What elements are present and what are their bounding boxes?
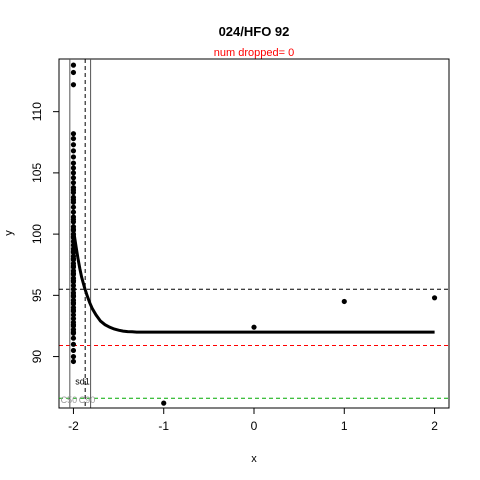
y-axis: 90 95 100 105 110 (30, 102, 60, 364)
y-axis-title: y (3, 230, 15, 236)
data-point (431, 295, 438, 301)
data-point (70, 226, 77, 232)
data-point (70, 180, 77, 186)
data-point (70, 270, 77, 276)
data-point (70, 307, 77, 313)
data-point (70, 263, 77, 269)
data-point (70, 282, 77, 289)
annotation-c50: C50 (61, 395, 78, 405)
data-point (70, 256, 77, 262)
chart-subtitle: num dropped= 0 (214, 47, 294, 59)
data-point (70, 165, 77, 171)
x-tick-label: 0 (251, 419, 258, 433)
data-point (70, 248, 77, 254)
x-tick-label: -1 (158, 419, 169, 433)
data-point (70, 160, 77, 166)
data-point (70, 154, 77, 160)
data-point (161, 400, 167, 406)
fitted-curve (72, 235, 435, 334)
data-point (70, 341, 77, 347)
annotation-sd1: sd1 (75, 377, 90, 387)
data-point (70, 197, 77, 203)
data-point (70, 292, 77, 298)
data-point (70, 300, 77, 306)
data-point (70, 62, 77, 68)
data-point (70, 82, 77, 88)
data-point (70, 148, 77, 154)
annotation-c90: C90 (79, 395, 96, 405)
data-point (341, 298, 347, 305)
data-point (70, 242, 77, 248)
data-point (251, 324, 257, 330)
data-point (70, 238, 77, 245)
y-tick-label: 100 (30, 224, 44, 244)
reference-lines (59, 59, 449, 408)
data-point (70, 187, 77, 193)
data-point (70, 347, 77, 354)
y-tick-label: 105 (30, 163, 44, 183)
x-tick-label: -2 (68, 419, 79, 433)
data-point (70, 135, 77, 142)
x-tick-label: 1 (341, 419, 348, 433)
data-point (70, 69, 77, 76)
y-tick-label: 95 (30, 288, 44, 302)
data-point (70, 278, 77, 284)
annotations-layer: sd1 C50 C90 (61, 377, 96, 405)
data-point (70, 170, 77, 176)
data-point (70, 312, 77, 318)
data-point (70, 316, 77, 322)
data-point (70, 131, 77, 137)
data-points-layer (70, 62, 438, 406)
data-point (70, 142, 77, 148)
chart-title: 024/HFO 92 (219, 24, 290, 39)
data-point (70, 204, 77, 210)
y-tick-label: 90 (30, 350, 44, 364)
data-point (70, 175, 77, 181)
plot-frame (58, 58, 450, 409)
data-point (70, 335, 77, 341)
x-axis-title: x (251, 453, 257, 465)
x-axis: -2 -1 0 1 2 (68, 407, 438, 433)
data-point (70, 209, 77, 215)
data-point (70, 233, 77, 240)
data-point (70, 353, 77, 360)
y-tick-label: 110 (30, 102, 44, 121)
fitted-curve-layer (72, 235, 435, 334)
data-point (70, 286, 77, 292)
data-point (70, 329, 77, 335)
data-point (70, 322, 77, 328)
x-tick-label: 2 (431, 419, 438, 433)
data-point (70, 358, 77, 365)
data-point (70, 216, 77, 223)
